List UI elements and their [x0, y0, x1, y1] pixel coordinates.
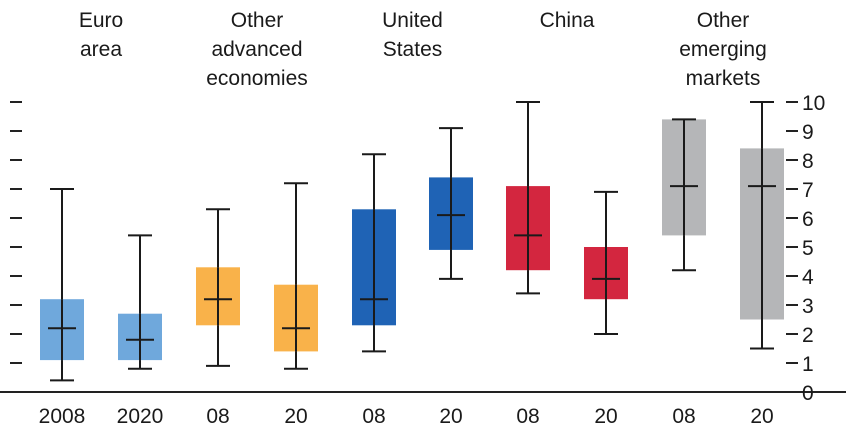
- box-8: [662, 118, 706, 272]
- x-tick-label: 20: [750, 405, 773, 428]
- y-tick-label: 8: [802, 150, 814, 173]
- box-5: [429, 127, 473, 280]
- left-axis: [0, 101, 846, 393]
- box-9: [740, 101, 784, 350]
- box-7: [584, 190, 628, 335]
- y-tick-label: 5: [802, 237, 814, 260]
- x-tick-label: 08: [516, 405, 539, 428]
- y-tick-label: 10: [802, 92, 825, 115]
- boxes: [40, 101, 784, 382]
- group-label-line: emerging: [679, 38, 767, 61]
- group-label-line: advanced: [211, 38, 302, 61]
- group-label-line: Euro: [79, 9, 123, 32]
- group-label-line: Other: [697, 9, 750, 32]
- group-label-line: economies: [206, 67, 308, 90]
- x-tick-label: 20: [284, 405, 307, 428]
- group-label-line: States: [383, 38, 443, 61]
- box-0: [40, 188, 84, 382]
- group-label-line: area: [80, 38, 122, 61]
- y-tick-label: 3: [802, 295, 814, 318]
- group-label: United States: [382, 9, 443, 61]
- x-tick-label: 08: [362, 405, 385, 428]
- y-tick-label: 1: [802, 353, 814, 376]
- right-axis: 0 1 2 3 4 5 6 7 8 9 10: [786, 92, 825, 405]
- group-label-line: United: [382, 9, 443, 32]
- group-label: Euro area: [79, 9, 123, 61]
- group-label-line: China: [540, 9, 595, 32]
- x-axis-labels: 2008 2020 08 20 08 20 08 20 08 20: [39, 405, 774, 428]
- y-tick-label: 4: [802, 266, 814, 289]
- y-tick-label: 0: [802, 382, 814, 405]
- x-tick-label: 08: [206, 405, 229, 428]
- group-label: China: [540, 9, 595, 32]
- group-label: Other advanced economies: [206, 9, 308, 90]
- box-1: [118, 234, 162, 370]
- group-label: Other emerging markets: [679, 9, 767, 90]
- box-4: [352, 153, 396, 353]
- y-tick-label: 2: [802, 324, 814, 347]
- x-tick-label: 2020: [117, 405, 164, 428]
- x-tick-label: 08: [672, 405, 695, 428]
- box-6: [506, 101, 550, 295]
- box-3: [274, 182, 318, 370]
- y-tick-label: 6: [802, 208, 814, 231]
- group-label-line: markets: [686, 67, 761, 90]
- group-label-line: Other: [231, 9, 284, 32]
- x-tick-label: 20: [594, 405, 617, 428]
- x-tick-label: 20: [439, 405, 462, 428]
- group-labels: Euro area Other advanced economies United Stat…: [79, 9, 767, 90]
- y-tick-label: 9: [802, 121, 814, 144]
- x-tick-label: 2008: [39, 405, 86, 428]
- y-tick-label: 7: [802, 179, 814, 202]
- box-2: [196, 208, 240, 367]
